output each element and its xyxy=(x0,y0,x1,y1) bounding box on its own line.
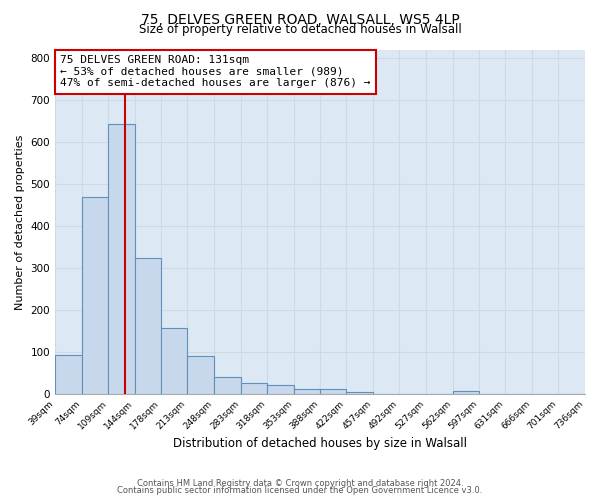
Text: Contains public sector information licensed under the Open Government Licence v3: Contains public sector information licen… xyxy=(118,486,482,495)
Bar xyxy=(267,386,294,394)
Bar xyxy=(161,328,187,394)
Text: 75 DELVES GREEN ROAD: 131sqm
← 53% of detached houses are smaller (989)
47% of s: 75 DELVES GREEN ROAD: 131sqm ← 53% of de… xyxy=(61,55,371,88)
Y-axis label: Number of detached properties: Number of detached properties xyxy=(15,134,25,310)
Bar xyxy=(346,392,373,394)
Bar xyxy=(320,389,346,394)
Bar xyxy=(453,391,479,394)
Bar xyxy=(241,382,267,394)
Bar xyxy=(294,389,320,394)
Bar xyxy=(135,258,161,394)
Bar xyxy=(214,377,241,394)
Bar xyxy=(187,356,214,395)
Bar xyxy=(82,197,108,394)
X-axis label: Distribution of detached houses by size in Walsall: Distribution of detached houses by size … xyxy=(173,437,467,450)
Text: Contains HM Land Registry data © Crown copyright and database right 2024.: Contains HM Land Registry data © Crown c… xyxy=(137,478,463,488)
Text: 75, DELVES GREEN ROAD, WALSALL, WS5 4LP: 75, DELVES GREEN ROAD, WALSALL, WS5 4LP xyxy=(140,12,460,26)
Text: Size of property relative to detached houses in Walsall: Size of property relative to detached ho… xyxy=(139,22,461,36)
Bar xyxy=(55,354,82,395)
Bar xyxy=(108,124,135,394)
